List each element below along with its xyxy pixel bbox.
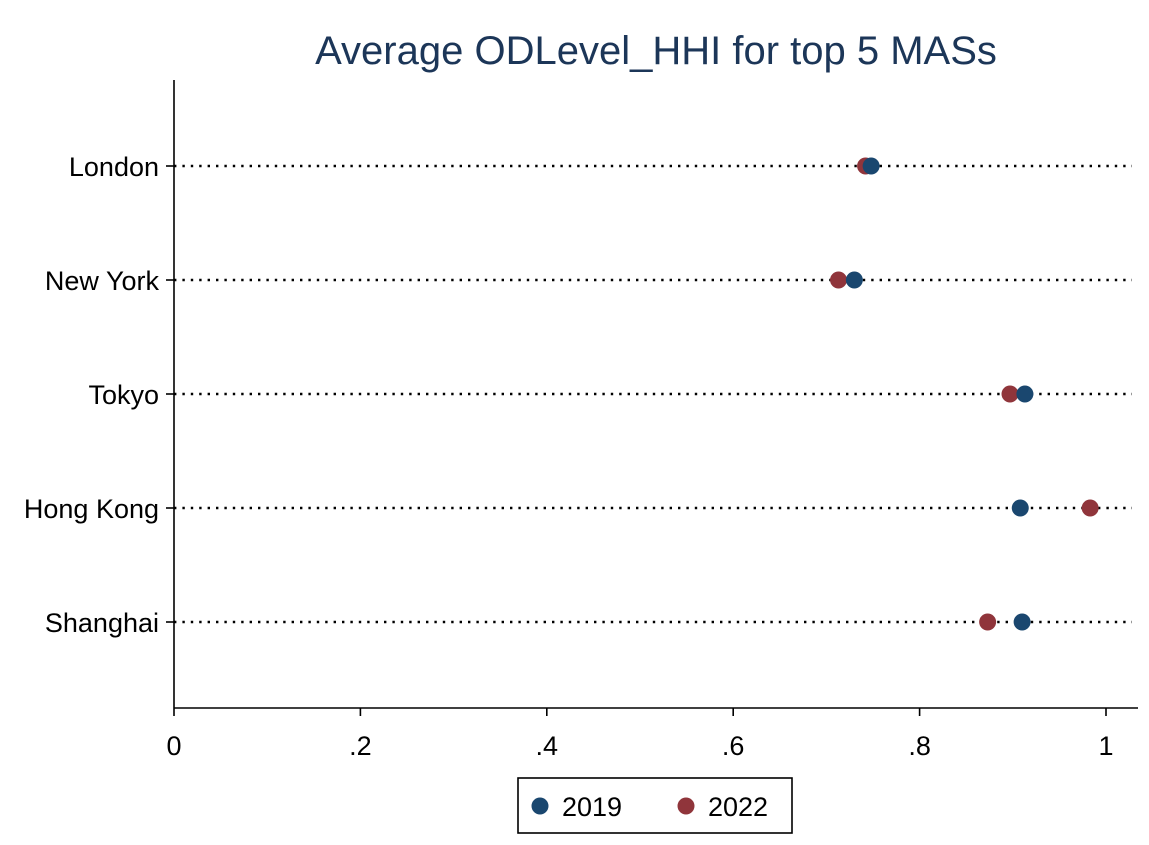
data-point [845, 271, 863, 289]
data-point [1001, 385, 1019, 403]
x-tick-label: 1 [1098, 731, 1113, 761]
y-tick-label: London [69, 152, 159, 182]
legend-label: 2022 [708, 792, 768, 822]
y-tick-label: New York [45, 266, 160, 296]
x-tick-label: .8 [908, 731, 931, 761]
y-tick-label: Tokyo [88, 380, 159, 410]
legend: 2019 2022 [517, 777, 793, 834]
data-point [862, 157, 880, 175]
legend-box [517, 777, 793, 834]
axes: London New York Tokyo Hong Kong Shanghai 0 .2.… [24, 80, 1138, 761]
x-tick-label: 0 [166, 731, 181, 761]
x-tick-label: .6 [722, 731, 745, 761]
data-point [1016, 385, 1034, 403]
x-tick-label: .4 [536, 731, 559, 761]
data-point [979, 613, 997, 631]
legend-marker [677, 797, 695, 815]
y-tick-label: Hong Kong [24, 494, 159, 524]
data-point [830, 271, 848, 289]
plot-area [174, 157, 1132, 631]
legend-label: 2019 [562, 792, 622, 822]
x-tick-label: .2 [349, 731, 372, 761]
data-point [1011, 499, 1029, 517]
data-point [1013, 613, 1031, 631]
y-tick-label: Shanghai [45, 608, 159, 638]
chart-title: Average ODLevel_HHI for top 5 MASs [315, 29, 997, 73]
legend-marker [531, 797, 549, 815]
data-point [1081, 499, 1099, 517]
